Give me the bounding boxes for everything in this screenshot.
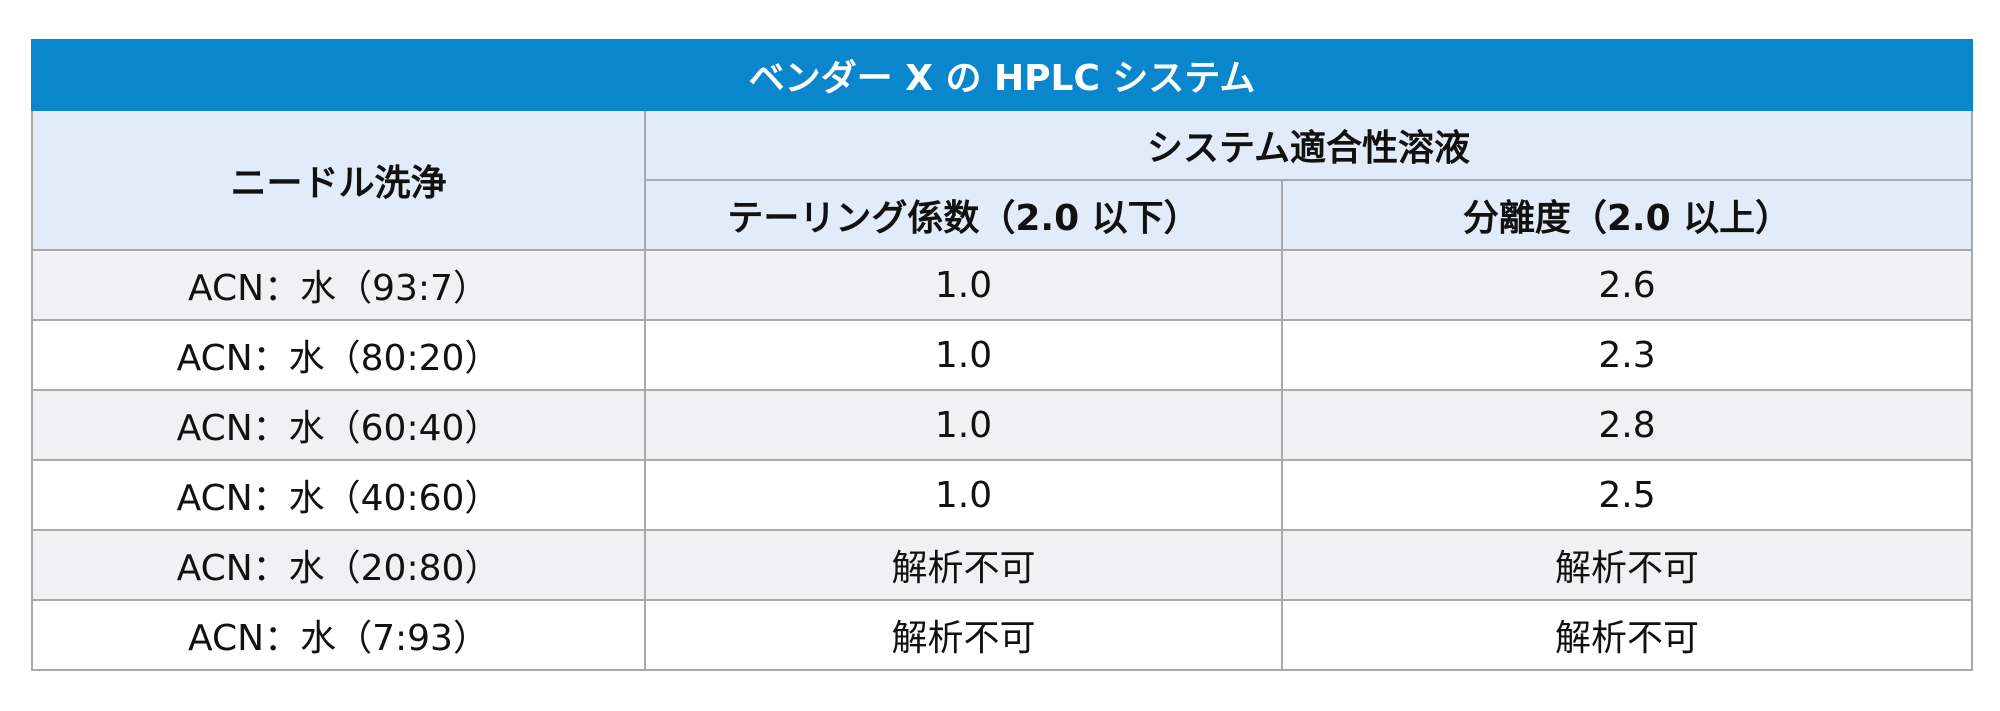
cell-needle-wash: ACN：水（93:7） xyxy=(31,249,646,321)
cell-needle-wash: ACN：水（60:40） xyxy=(31,389,646,461)
cell-resolution: 2.8 xyxy=(1281,389,1973,461)
header-tailing-factor: テーリング係数（2.0 以下） xyxy=(644,179,1283,251)
table-row: ACN：水（40:60） 1.0 2.5 xyxy=(31,459,1973,531)
cell-needle-wash: ACN：水（7:93） xyxy=(31,599,646,671)
hplc-results-table: ベンダー X の HPLC システム ニードル洗浄 システム適合性溶液 テーリン… xyxy=(31,39,1973,671)
header-resolution: 分離度（2.0 以上） xyxy=(1281,179,1973,251)
table-title: ベンダー X の HPLC システム xyxy=(31,39,1973,111)
cell-needle-wash: ACN：水（80:20） xyxy=(31,319,646,391)
hplc-results-table-container: ベンダー X の HPLC システム ニードル洗浄 システム適合性溶液 テーリン… xyxy=(31,39,1973,671)
cell-resolution: 解析不可 xyxy=(1281,599,1973,671)
table-header-row-1: ニードル洗浄 システム適合性溶液 xyxy=(31,109,1973,251)
cell-tailing: 1.0 xyxy=(644,389,1283,461)
header-needle-wash: ニードル洗浄 xyxy=(31,109,646,251)
cell-tailing: 解析不可 xyxy=(644,599,1283,671)
cell-resolution: 2.3 xyxy=(1281,319,1973,391)
table-row: ACN：水（20:80） 解析不可 解析不可 xyxy=(31,529,1973,601)
cell-resolution: 2.5 xyxy=(1281,459,1973,531)
table-row: ACN：水（80:20） 1.0 2.3 xyxy=(31,319,1973,391)
cell-resolution: 2.6 xyxy=(1281,249,1973,321)
table-row: ACN：水（93:7） 1.0 2.6 xyxy=(31,249,1973,321)
table-title-row: ベンダー X の HPLC システム xyxy=(31,39,1973,111)
header-system-suitability: システム適合性溶液 xyxy=(644,109,1973,181)
cell-tailing: 解析不可 xyxy=(644,529,1283,601)
cell-tailing: 1.0 xyxy=(644,459,1283,531)
cell-needle-wash: ACN：水（20:80） xyxy=(31,529,646,601)
table-header-row-2: テーリング係数（2.0 以下） 分離度（2.0 以上） xyxy=(32,179,1973,251)
table-row: ACN：水（7:93） 解析不可 解析不可 xyxy=(31,599,1973,671)
table-row: ACN：水（60:40） 1.0 2.8 xyxy=(31,389,1973,461)
cell-needle-wash: ACN：水（40:60） xyxy=(31,459,646,531)
cell-tailing: 1.0 xyxy=(644,249,1283,321)
cell-resolution: 解析不可 xyxy=(1281,529,1973,601)
cell-tailing: 1.0 xyxy=(644,319,1283,391)
